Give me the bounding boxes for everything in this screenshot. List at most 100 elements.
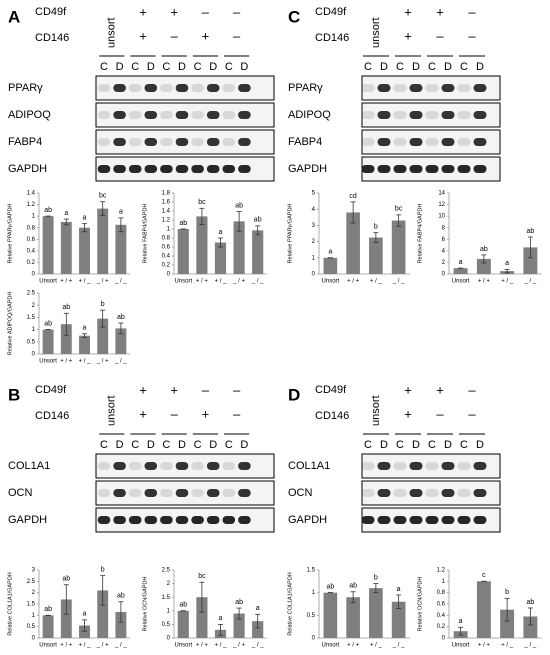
- significance-letter: ab: [480, 246, 488, 253]
- sign: +: [139, 382, 147, 397]
- band: [191, 462, 204, 470]
- y-tick-label: 1: [442, 579, 446, 585]
- y-tick-label: 1: [32, 214, 36, 220]
- lane-label: C: [428, 61, 436, 73]
- band: [409, 462, 423, 470]
- bar: [214, 242, 227, 274]
- bar: [60, 599, 72, 638]
- band: [238, 111, 251, 119]
- band: [144, 489, 158, 497]
- bar: [391, 601, 406, 638]
- significance-letter: a: [459, 259, 463, 266]
- lane-label: C: [162, 439, 170, 451]
- y-tick-label: 0.6: [27, 237, 36, 243]
- x-tick-label: _ / +: [232, 643, 245, 649]
- significance-letter: ab: [254, 217, 262, 224]
- error-bar: [63, 218, 69, 226]
- y-tick-label: 2: [32, 303, 36, 309]
- y-tick-label: 1.2: [437, 568, 446, 574]
- band: [160, 516, 173, 524]
- blot-label: ADIPOQ: [8, 109, 51, 121]
- band: [425, 111, 439, 119]
- significance-letter: a: [119, 209, 123, 216]
- band: [222, 138, 236, 146]
- error-bar: [396, 214, 402, 227]
- error-bar: [100, 575, 106, 606]
- lane-label: C: [194, 439, 202, 451]
- error-bar: [118, 601, 124, 623]
- band: [457, 462, 471, 470]
- band: [97, 84, 111, 92]
- error-bar: [350, 201, 356, 224]
- bar: [369, 588, 383, 638]
- error-bar: [504, 268, 510, 274]
- band: [191, 516, 204, 524]
- band: [97, 111, 111, 119]
- band: [128, 84, 142, 92]
- band: [473, 138, 487, 146]
- y-tick-label: 6: [442, 237, 446, 243]
- band: [191, 165, 204, 173]
- band: [206, 111, 220, 119]
- y-tick-label: 0.5: [307, 613, 316, 619]
- x-tick-label: Unsort: [174, 279, 192, 285]
- lane-label: D: [178, 439, 186, 451]
- y-tick-label: 0: [32, 352, 36, 358]
- band: [175, 489, 189, 497]
- band: [441, 462, 455, 470]
- x-tick-label: Unsort: [39, 359, 57, 365]
- error-bar: [350, 591, 356, 604]
- band: [191, 138, 204, 146]
- band: [393, 138, 407, 146]
- lane-label: D: [412, 61, 420, 73]
- significance-letter: ab: [235, 599, 243, 606]
- y-tick-label: 0: [32, 272, 36, 278]
- significance-letter: c: [482, 572, 486, 579]
- lane-label: C: [396, 439, 404, 451]
- error-bar: [82, 333, 87, 339]
- lane-label: C: [364, 439, 372, 451]
- sign: +: [139, 4, 147, 19]
- band: [144, 111, 158, 119]
- blot-label: GAPDH: [288, 514, 327, 526]
- error-bar: [63, 312, 69, 336]
- blot-label: PPARγ: [288, 82, 323, 94]
- band: [160, 111, 173, 119]
- x-tick-label: _ / +: [232, 279, 245, 285]
- band: [441, 111, 455, 119]
- band: [97, 489, 111, 497]
- blot-label: GAPDH: [288, 163, 327, 175]
- bar: [500, 609, 515, 638]
- band: [238, 165, 251, 173]
- significance-letter: a: [505, 260, 509, 267]
- y-tick-label: 1: [312, 590, 316, 596]
- significance-letter: bc: [99, 193, 107, 200]
- band: [441, 84, 455, 92]
- band: [175, 462, 189, 470]
- band: [97, 138, 111, 146]
- y-tick-label: 5: [312, 191, 316, 197]
- band: [425, 489, 439, 497]
- x-tick-label: + / +: [196, 279, 209, 285]
- lane-label: D: [476, 61, 484, 73]
- lane-label: D: [147, 439, 155, 451]
- bar: [177, 229, 189, 274]
- sign: +: [139, 406, 147, 421]
- band: [97, 165, 111, 173]
- bar: [523, 247, 538, 274]
- lane-label: D: [380, 439, 388, 451]
- sign: –: [233, 4, 241, 19]
- x-tick-label: Unsort: [322, 643, 340, 649]
- significance-letter: b: [374, 224, 378, 231]
- y-axis-title: Relative COL1A1/GAPDH: [7, 572, 13, 636]
- significance-letter: b: [505, 589, 509, 596]
- y-tick-label: 0.6: [437, 602, 446, 608]
- significance-letter: ab: [349, 583, 357, 590]
- error-bar: [504, 597, 510, 622]
- band: [441, 516, 455, 524]
- row-label: CD146: [35, 32, 69, 44]
- sign: –: [436, 28, 444, 43]
- y-tick-label: 0.4: [27, 248, 36, 254]
- band: [409, 489, 423, 497]
